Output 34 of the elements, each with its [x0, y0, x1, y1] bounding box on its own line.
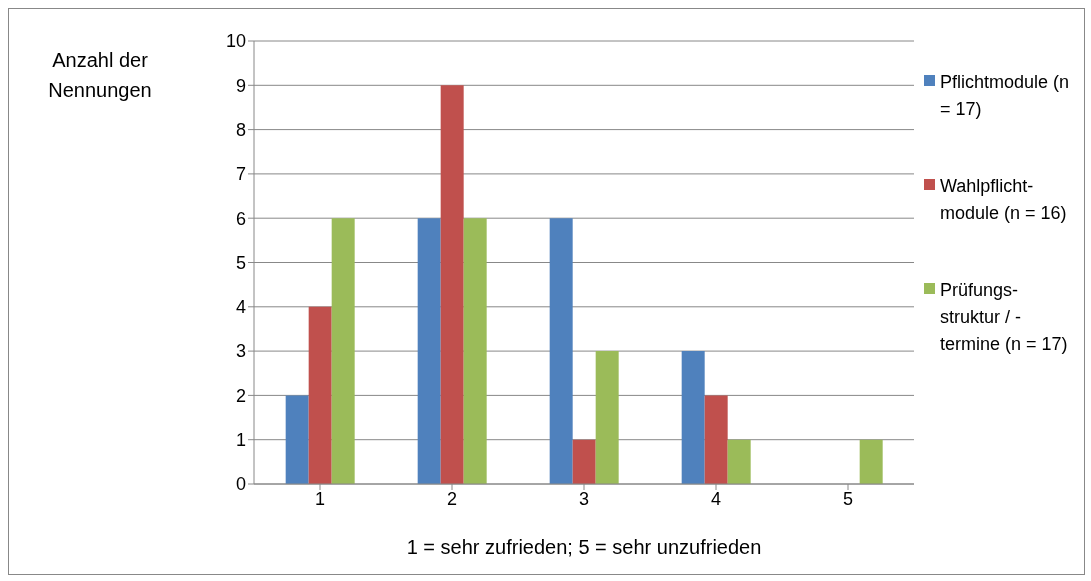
y-tick-label: 9 — [235, 75, 246, 96]
y-tick-label: 7 — [235, 164, 246, 185]
x-tick-label: 1 — [314, 488, 326, 509]
legend-label: Pflichtmodule (n = 17) — [940, 71, 1071, 121]
x-tick-label: 2 — [446, 488, 458, 509]
bar — [681, 351, 705, 484]
bar — [417, 218, 441, 484]
bar — [859, 439, 883, 484]
bar — [331, 218, 355, 484]
bar — [285, 395, 309, 484]
y-tick-label: 6 — [235, 208, 246, 229]
y-tick-label: 10 — [225, 31, 246, 52]
bar — [572, 439, 596, 484]
y-tick-label: 1 — [235, 430, 246, 451]
legend-label: Prüfungs-struktur / -termine (n = 17) — [940, 279, 1069, 356]
y-tick-label: 8 — [235, 119, 246, 140]
x-axis-title: 1 = sehr zufrieden; 5 = sehr unzufrieden — [406, 536, 762, 558]
y-tick-label: 2 — [235, 385, 246, 406]
x-tick-label: 4 — [710, 488, 722, 509]
bar — [727, 439, 751, 484]
bar — [440, 85, 464, 484]
bar — [549, 218, 573, 484]
legend-label: Wahlpflicht-module (n = 16) — [940, 175, 1068, 225]
x-tick-label: 3 — [578, 488, 590, 509]
y-axis-title: Anzahl der Nennungen — [47, 48, 153, 103]
y-tick-label: 0 — [235, 474, 246, 495]
y-tick-label: 5 — [235, 252, 246, 273]
bar — [308, 306, 332, 484]
y-tick-label: 4 — [235, 297, 246, 318]
y-tick-label: 3 — [235, 341, 246, 362]
bar — [463, 218, 487, 484]
bar — [704, 395, 728, 484]
bar — [595, 351, 619, 484]
x-tick-label: 5 — [842, 488, 854, 509]
